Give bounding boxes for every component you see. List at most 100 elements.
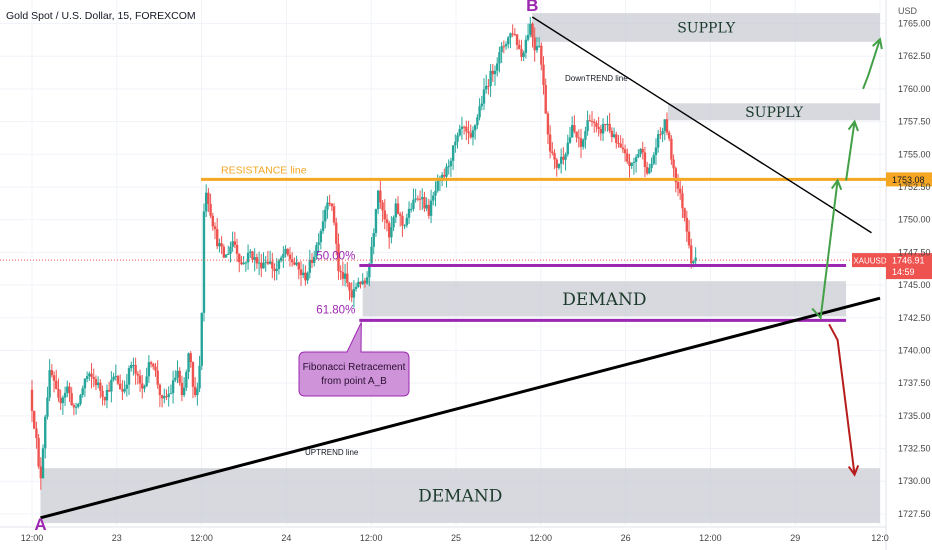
candle-body [496, 63, 499, 71]
candle-body [233, 241, 237, 245]
candle-body [295, 262, 298, 265]
candle-body [383, 210, 386, 220]
candle-body [460, 126, 464, 129]
candle-body [44, 416, 47, 449]
candle-body [198, 365, 201, 389]
candle-body [548, 134, 552, 152]
candle-body [348, 282, 351, 291]
candle-body [149, 362, 153, 365]
resistance-label: RESISTANCE line [221, 164, 307, 176]
candle-body [401, 215, 404, 226]
candle-body [105, 389, 109, 401]
candle-body [667, 132, 671, 139]
candle-body [421, 197, 424, 200]
candle-body [542, 64, 545, 86]
candle-body [564, 154, 567, 160]
candle-body [544, 85, 547, 114]
candle-body [118, 383, 122, 390]
candle-body [471, 130, 475, 138]
candle-body [440, 174, 444, 178]
candle-body [171, 380, 175, 394]
bullish-arrow-1-head [830, 178, 843, 191]
candle-body [244, 262, 248, 264]
y-tick-label: 1752.50 [898, 182, 931, 192]
candle-body [628, 161, 631, 167]
candle-body [418, 198, 422, 200]
candle-body [370, 246, 373, 264]
candle-body [222, 246, 226, 258]
candle-body [568, 137, 572, 143]
candle-body [619, 143, 622, 148]
candle-body [407, 208, 411, 218]
candle-body [96, 382, 100, 386]
candle-body [216, 229, 219, 247]
candle-body [152, 364, 155, 367]
candle-body [132, 364, 135, 366]
candle-body [163, 396, 166, 399]
symbol-label: XAUUSD [853, 257, 887, 266]
candle-body [462, 126, 466, 128]
candle-body [275, 269, 278, 272]
demand-zone-label: DEMAND [562, 290, 646, 310]
candle-body [196, 388, 199, 396]
candle-body [467, 131, 470, 134]
y-tick-label: 1735.00 [898, 411, 931, 421]
candle-body [365, 277, 369, 284]
x-tick-label: 23 [112, 533, 122, 543]
candle-body [559, 156, 563, 164]
supply-zone [668, 103, 880, 121]
candle-body [529, 23, 532, 35]
candle-body [390, 227, 393, 238]
supply-zone-label: SUPPLY [745, 105, 804, 121]
candle-body [301, 272, 305, 276]
candle-body [454, 141, 457, 146]
candle-body [489, 70, 492, 86]
candle-body [178, 370, 181, 383]
candle-body [575, 131, 578, 138]
candle-body [656, 134, 660, 148]
candle-body [231, 241, 234, 247]
y-tick-label: 1727.50 [898, 509, 931, 519]
candle-body [372, 232, 375, 247]
candle-body [158, 384, 162, 396]
candle-body [493, 70, 497, 75]
bearish-arrow-head [847, 465, 860, 477]
candle-body [273, 268, 276, 272]
candles [30, 16, 697, 490]
candle-body [257, 262, 261, 264]
candle-body [262, 262, 265, 269]
candle-body [55, 380, 58, 389]
candle-body [652, 155, 655, 164]
candle-body [359, 281, 362, 285]
candle-body [553, 153, 556, 160]
candle-body [81, 388, 84, 395]
candle-body [513, 34, 517, 36]
currency-label: USD [898, 6, 918, 16]
y-tick-label: 1757.50 [898, 117, 931, 127]
candle-body [204, 192, 208, 212]
candle-body [116, 376, 120, 384]
candle-body [328, 202, 331, 204]
candle-body [266, 261, 270, 264]
candle-body [94, 378, 98, 386]
current-price-label: 1746.91 [892, 256, 925, 266]
candle-body [511, 33, 514, 35]
candle-body [35, 428, 38, 438]
bullish-arrow-3-head [872, 37, 883, 50]
candle-body [551, 151, 554, 154]
candle-body [160, 395, 164, 399]
candle-body [429, 200, 433, 216]
candle-body [134, 364, 137, 374]
candle-body [500, 46, 503, 53]
candle-body [72, 405, 76, 408]
x-tick-label: 12:00 [530, 533, 553, 543]
candle-body [469, 133, 472, 138]
candle-body [606, 123, 609, 125]
candle-body [478, 106, 481, 118]
candle-body [114, 376, 117, 378]
candle-body [601, 123, 605, 134]
downtrend-label: DownTREND line [565, 74, 628, 83]
candle-body [253, 257, 256, 260]
demand-zone [40, 468, 881, 524]
candle-body [374, 209, 378, 233]
